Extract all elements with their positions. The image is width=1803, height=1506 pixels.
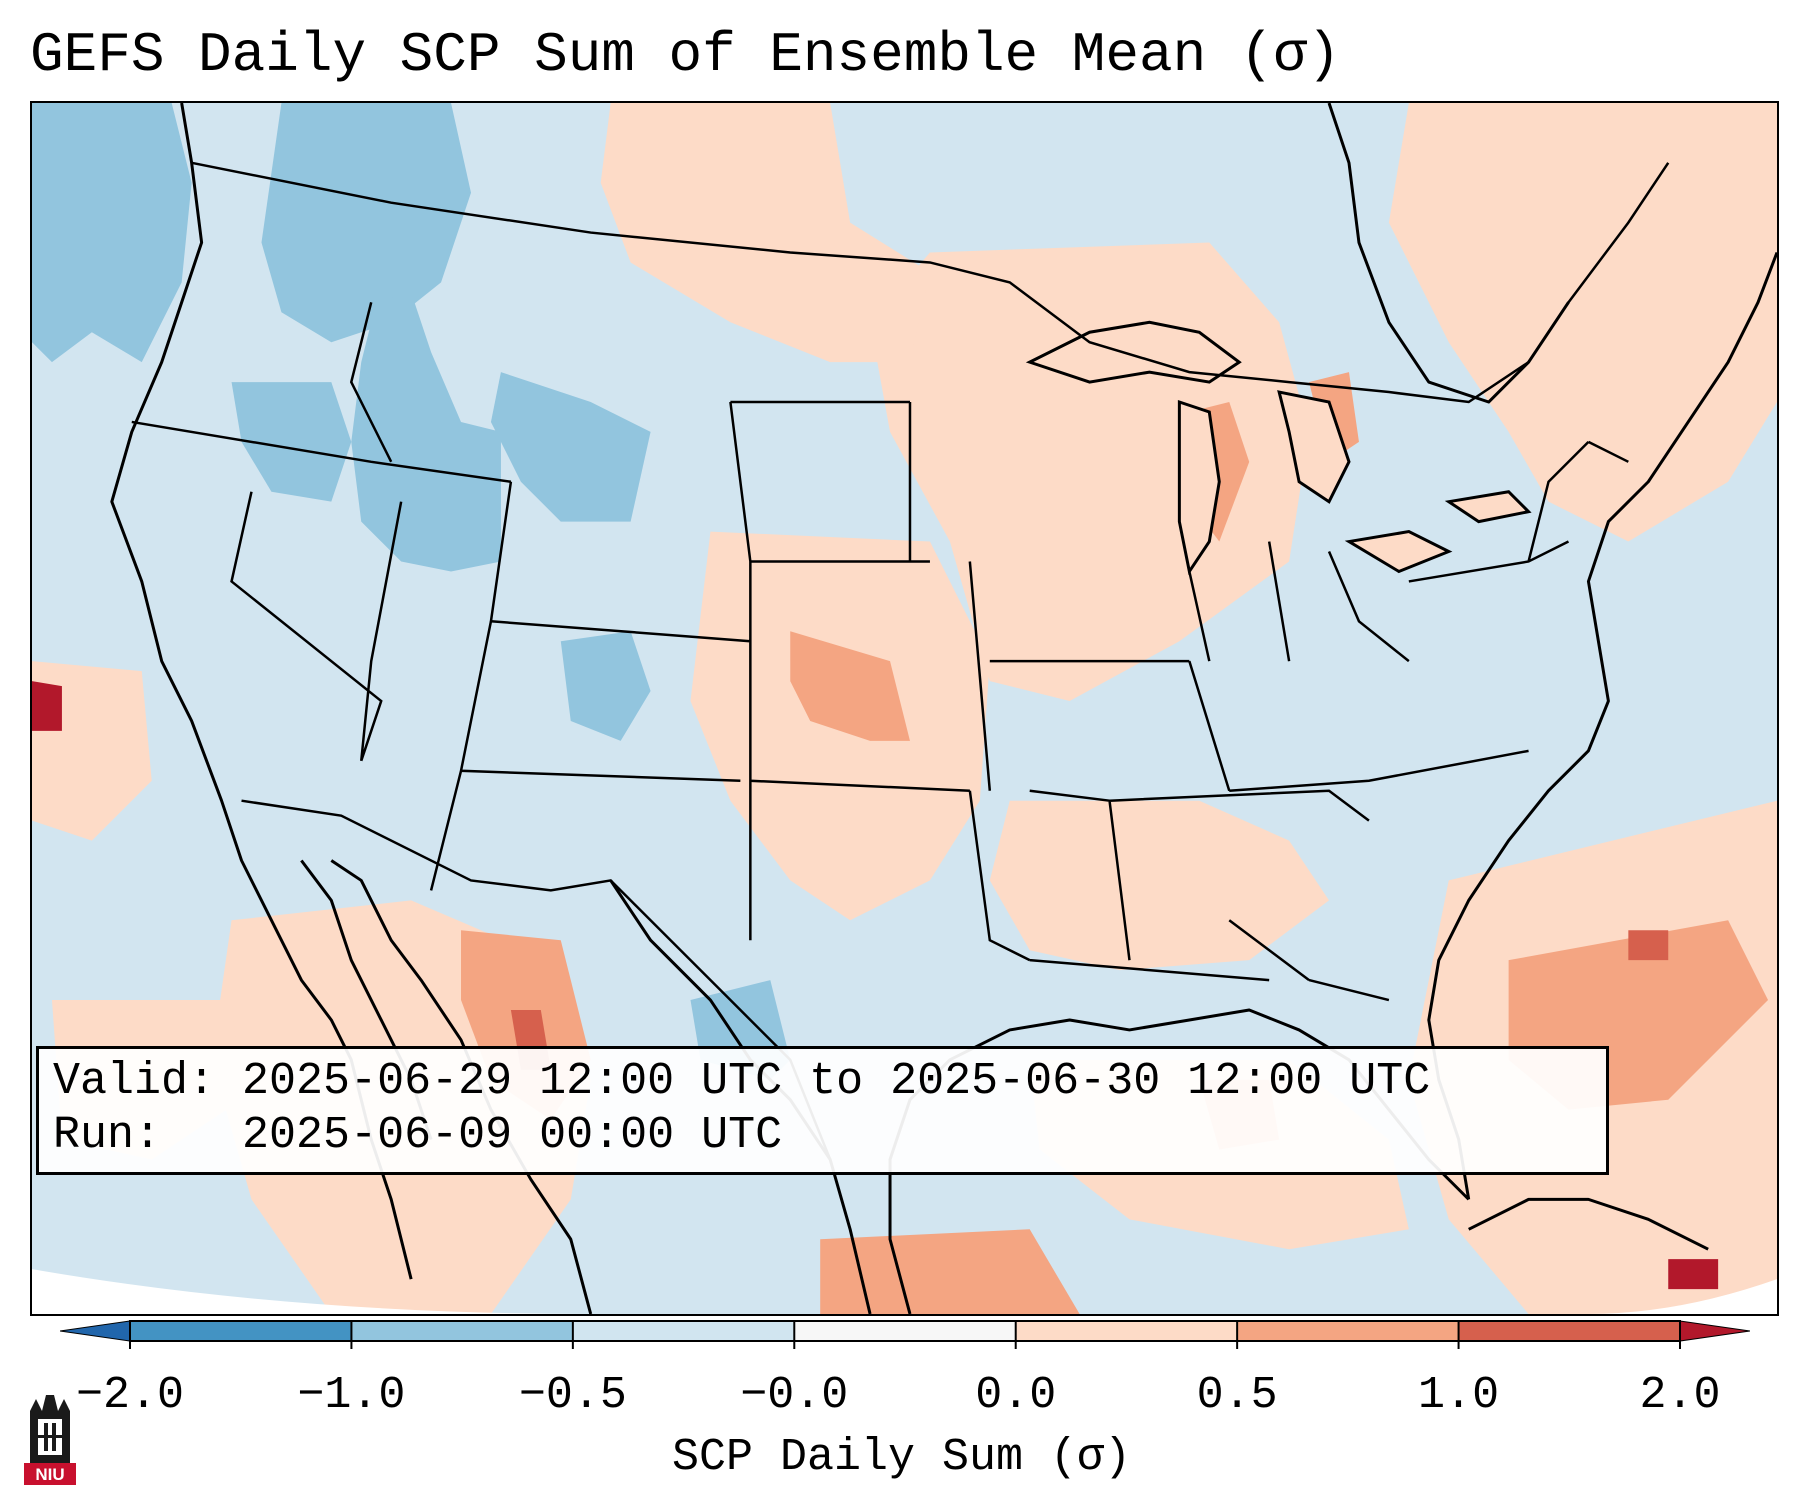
- anomaly-strong-atlantic: [1628, 930, 1669, 961]
- colorbar-tick-label: −2.0: [75, 1370, 185, 1421]
- colorbar-tick-label: 2.0: [1639, 1370, 1721, 1421]
- projection-edge-southwest: [32, 1269, 591, 1314]
- colorbar-bin: [1237, 1321, 1459, 1341]
- us-canada-border: [191, 161, 1670, 404]
- valid-line: Valid: 2025-06-29 12:00 UTC to 2025-06-3…: [53, 1055, 1592, 1109]
- projection-edge-southeast: [1588, 1279, 1777, 1314]
- anomaly-medium-kansas: [790, 631, 910, 741]
- run-label: Run:: [53, 1110, 162, 1161]
- state-borders: [131, 302, 1629, 1002]
- chart-title: GEFS Daily SCP Sum of Ensemble Mean (σ): [30, 23, 1341, 87]
- university-tower-icon: NIU: [24, 1395, 76, 1485]
- colorbar-under-extension: [60, 1320, 131, 1342]
- colorbar-ticks: [129, 1321, 1681, 1349]
- anomaly-blue-montana: [490, 372, 651, 522]
- info-box: Valid: 2025-06-29 12:00 UTC to 2025-06-3…: [36, 1046, 1609, 1175]
- anomaly-blue-idaho: [351, 292, 501, 572]
- political-borders: [131, 161, 1670, 1160]
- colorbar: [60, 1320, 1750, 1349]
- anomaly-medium-caribbean: [820, 1229, 1080, 1314]
- colorbar-over-extension: [1679, 1320, 1750, 1342]
- lake-erie: [1344, 530, 1453, 574]
- colorbar-tick-label: −0.0: [740, 1370, 849, 1421]
- anomaly-blue-colorado: [560, 631, 651, 741]
- colorbar-tick-label: 0.0: [975, 1370, 1057, 1421]
- anomaly-strong-caribbean: [1668, 1259, 1719, 1290]
- colorbar-bin: [130, 1321, 352, 1341]
- anomaly-blue-pacific: [32, 103, 192, 363]
- colorbar-tick-label: 1.0: [1418, 1370, 1500, 1421]
- colorbar-tick-label: 0.5: [1196, 1370, 1278, 1421]
- anomaly-strong-pacific: [32, 681, 62, 731]
- valid-label: Valid:: [53, 1056, 216, 1107]
- lake-ontario: [1444, 490, 1532, 524]
- colorbar-label: SCP Daily Sum (σ): [671, 1432, 1132, 1483]
- valid-value: 2025-06-29 12:00 UTC to 2025-06-30 12:00…: [242, 1056, 1431, 1107]
- colorbar-bin: [1015, 1321, 1238, 1341]
- great-lakes: [1025, 320, 1532, 576]
- colorbar-bin: [351, 1321, 573, 1341]
- run-line: Run: 2025-06-09 00:00 UTC: [53, 1109, 1592, 1163]
- colorbar-bins: [60, 1320, 1750, 1342]
- anomaly-blue-northwest: [261, 103, 471, 343]
- colorbar-tick-label: −0.5: [518, 1370, 627, 1421]
- logo-text: NIU: [35, 1465, 64, 1484]
- hudson-bay-coast: [1327, 103, 1570, 404]
- atlantic-coastline: [1427, 251, 1777, 1200]
- cuba-outline: [1468, 1197, 1709, 1251]
- anomaly-orange-southeast: [989, 800, 1330, 971]
- lake-michigan: [1177, 399, 1221, 576]
- colorbar-bin: [1458, 1321, 1680, 1341]
- anomaly-orange-northern-plains: [600, 103, 930, 363]
- colorbar-tick-label: −1.0: [297, 1370, 406, 1421]
- us-mexico-border: [241, 799, 832, 1160]
- colorbar-bin: [572, 1321, 795, 1341]
- lake-huron: [1277, 390, 1351, 504]
- run-value: 2025-06-09 00:00 UTC: [242, 1110, 783, 1161]
- mexico-west-coast: [330, 859, 593, 1314]
- colorbar-bin: [794, 1321, 1016, 1341]
- anomaly-blue-washington: [231, 382, 352, 502]
